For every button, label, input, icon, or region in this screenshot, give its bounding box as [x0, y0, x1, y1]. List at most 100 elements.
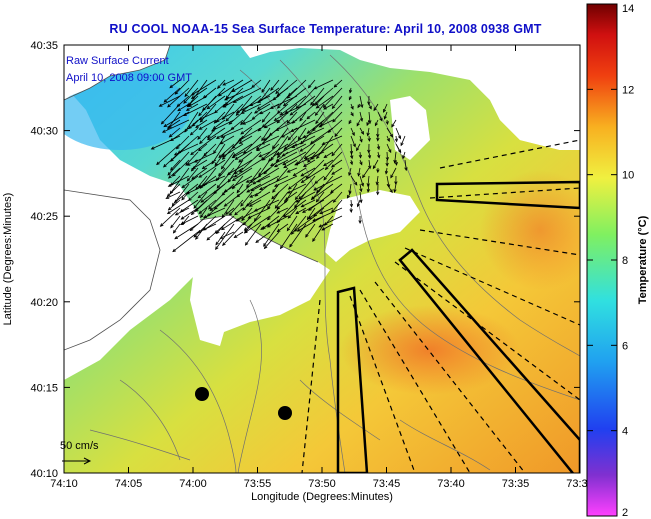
current-vector-head: [177, 107, 181, 112]
current-vector-head: [357, 104, 361, 109]
current-vector: [385, 167, 388, 174]
current-vector-head: [171, 173, 176, 177]
map-title: RU COOL NOAA-15 Sea Surface Temperature:…: [109, 22, 542, 36]
current-vector-head: [197, 194, 202, 199]
current-vector: [288, 119, 307, 141]
current-vector-head: [253, 110, 258, 114]
current-vector-head: [234, 156, 239, 160]
current-vector: [377, 151, 380, 158]
current-vector: [290, 95, 316, 116]
current-vector: [180, 215, 199, 225]
cloud-mask: [325, 190, 420, 262]
current-vector: [261, 127, 271, 141]
colorbar-title: Temperature (°C): [637, 215, 649, 304]
current-vector-head: [169, 84, 174, 89]
current-vector: [256, 143, 271, 152]
current-vector: [203, 87, 217, 99]
current-vector-head: [167, 206, 172, 211]
current-vector-head: [269, 163, 274, 167]
current-vector-head: [397, 135, 402, 140]
current-vector-head: [315, 105, 320, 109]
current-vector: [215, 159, 235, 181]
current-vector: [293, 167, 307, 177]
current-vector: [270, 135, 289, 161]
current-vector: [296, 143, 316, 165]
current-vector-head: [388, 149, 392, 154]
current-vector-head: [287, 186, 292, 190]
current-vector-head: [172, 248, 176, 253]
current-vector-head: [270, 87, 274, 91]
current-vector: [314, 79, 334, 90]
current-vector-head: [266, 216, 271, 221]
current-vector-head: [184, 128, 188, 133]
current-vector-head: [197, 147, 202, 152]
current-vector: [331, 143, 343, 156]
current-vector-head: [215, 118, 220, 123]
current-vector: [203, 207, 226, 218]
current-vector: [350, 127, 355, 136]
current-vector: [331, 167, 343, 175]
y-tick-label: 40:15: [30, 382, 58, 394]
current-vector-head: [220, 134, 225, 138]
current-vector-head: [179, 208, 184, 213]
current-vector: [271, 183, 289, 200]
current-vector-head: [150, 146, 155, 150]
colorbar-tick-label: 12: [622, 84, 634, 96]
x-tick-label: 73:45: [373, 478, 401, 490]
current-vector-head: [376, 146, 381, 151]
colorbar-tick-label: 6: [622, 340, 628, 352]
current-vector: [255, 231, 271, 243]
current-vector: [305, 223, 316, 238]
current-vector-head: [170, 158, 174, 162]
current-vector-head: [289, 112, 294, 116]
current-vector-head: [296, 161, 301, 165]
current-vector-head: [168, 134, 173, 138]
current-vector: [232, 175, 244, 189]
current-vector-head: [230, 126, 235, 131]
current-vector: [295, 175, 316, 200]
current-vector: [234, 231, 244, 238]
current-vector: [195, 191, 217, 212]
current-vector-head: [227, 178, 232, 183]
current-vector-head: [286, 169, 291, 173]
current-vector: [156, 143, 181, 165]
current-vector: [169, 127, 181, 138]
current-vector-head: [308, 207, 312, 211]
current-vector-head: [261, 89, 265, 93]
current-vector-head: [226, 171, 231, 176]
current-vector: [160, 207, 181, 227]
current-vector-head: [207, 134, 211, 139]
current-vector-head: [223, 203, 228, 207]
current-vector-head: [243, 230, 248, 234]
current-vector-head: [332, 118, 336, 123]
current-vector: [258, 159, 271, 176]
current-vector-head: [186, 177, 191, 182]
current-vector: [192, 159, 208, 170]
current-vector: [258, 151, 271, 158]
current-vector-head: [216, 184, 221, 189]
current-vector-head: [295, 199, 300, 203]
current-vector-head: [242, 150, 247, 154]
x-tick-label: 73:55: [244, 478, 272, 490]
current-vector-head: [199, 140, 203, 145]
current-vector: [246, 167, 262, 188]
current-vector: [170, 215, 181, 229]
current-vector-head: [310, 101, 314, 106]
current-vector-head: [217, 93, 222, 97]
current-vector-head: [283, 146, 288, 150]
current-vector-head: [187, 197, 192, 202]
current-vector-head: [241, 121, 246, 125]
x-axis-label: Longitude (Degrees:Minutes): [251, 491, 393, 503]
current-vector: [199, 111, 217, 120]
current-vector-head: [222, 104, 227, 108]
current-vector: [295, 207, 307, 214]
current-vector-head: [275, 158, 280, 162]
current-vector-head: [259, 111, 264, 115]
current-vector: [391, 119, 397, 128]
current-vector: [274, 191, 289, 209]
colorbar-tick-label: 4: [622, 426, 628, 438]
current-vector: [307, 143, 325, 163]
current-vector-head: [289, 243, 293, 248]
current-vector-head: [310, 196, 315, 200]
current-vector-head: [389, 189, 393, 194]
